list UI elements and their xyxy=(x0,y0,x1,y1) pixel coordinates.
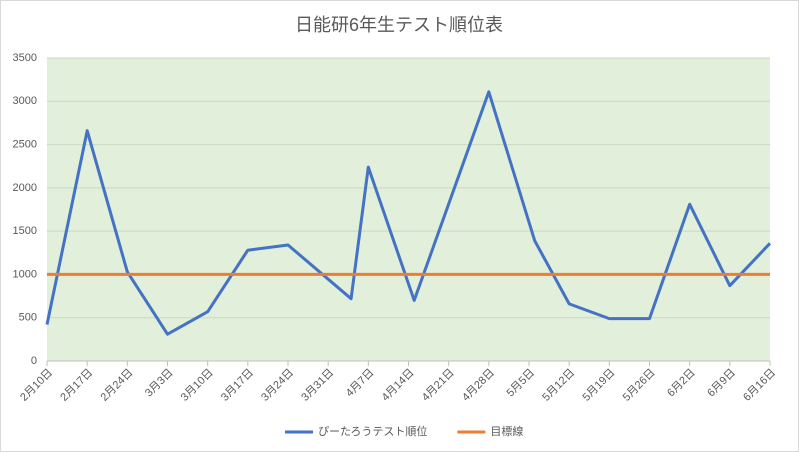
chart-title: 日能研6年生テスト順位表 xyxy=(295,15,503,35)
y-tick-label: 1500 xyxy=(13,225,37,237)
legend-label: ぴーたろうテスト順位 xyxy=(318,424,427,438)
y-tick-label: 0 xyxy=(31,355,37,367)
y-tick-label: 3000 xyxy=(13,95,37,107)
y-tick-label: 2000 xyxy=(13,182,37,194)
y-tick-label: 2500 xyxy=(13,138,37,150)
legend-label: 目標線 xyxy=(490,424,523,438)
y-tick-label: 3500 xyxy=(13,52,37,64)
series-line xyxy=(45,90,772,336)
plot-area xyxy=(47,58,770,361)
y-tick-label: 500 xyxy=(19,312,37,324)
y-tick-label: 1000 xyxy=(13,268,37,280)
